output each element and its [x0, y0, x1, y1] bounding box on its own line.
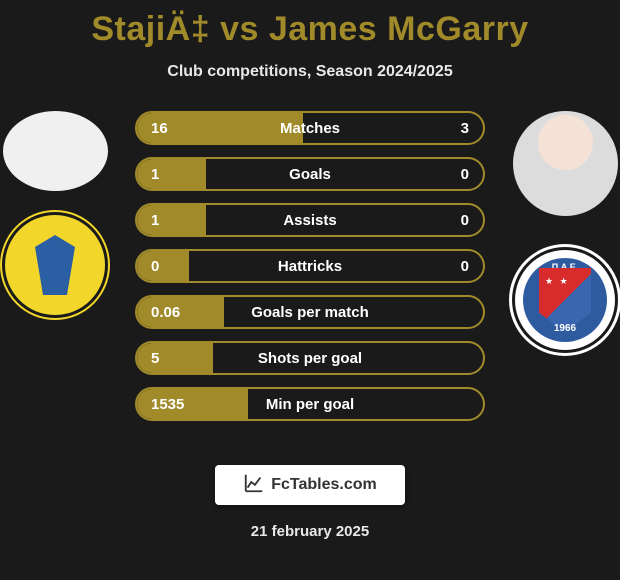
footer-brand-text: FcTables.com [271, 476, 377, 494]
stat-right-value: 3 [461, 120, 469, 137]
stat-label: Shots per goal [137, 350, 483, 367]
stats-area: Π.Α.Ε. 1966 16Matches31Goals01Assists00H… [0, 111, 620, 441]
stat-label: Goals per match [137, 304, 483, 321]
stat-label: Goals [137, 166, 483, 183]
stat-label: Min per goal [137, 396, 483, 413]
stat-rows: 16Matches31Goals01Assists00Hattricks00.0… [135, 111, 485, 421]
stat-row: 1Assists0 [135, 203, 485, 237]
club-badge-right: Π.Α.Ε. 1966 [515, 250, 615, 350]
stat-label: Matches [137, 120, 483, 137]
stat-row: 1535Min per goal [135, 387, 485, 421]
stat-label: Hattricks [137, 258, 483, 275]
stat-right-value: 0 [461, 258, 469, 275]
left-player-column [0, 111, 110, 315]
stat-row: 16Matches3 [135, 111, 485, 145]
stat-row: 0.06Goals per match [135, 295, 485, 329]
stat-row: 0Hattricks0 [135, 249, 485, 283]
stat-row: 5Shots per goal [135, 341, 485, 375]
badge-right-year: 1966 [554, 323, 576, 334]
club-badge-left [5, 215, 105, 315]
chart-icon [243, 472, 265, 499]
stat-row: 1Goals0 [135, 157, 485, 191]
player-photo-right [513, 111, 618, 216]
footer-date: 21 february 2025 [0, 523, 620, 540]
stat-label: Assists [137, 212, 483, 229]
stat-right-value: 0 [461, 166, 469, 183]
subtitle: Club competitions, Season 2024/2025 [0, 63, 620, 81]
stat-right-value: 0 [461, 212, 469, 229]
page-title: StajiÄ‡ vs James McGarry [0, 0, 620, 49]
right-player-column: Π.Α.Ε. 1966 [510, 111, 620, 350]
player-photo-left [3, 111, 108, 191]
footer-brand[interactable]: FcTables.com [215, 465, 405, 505]
